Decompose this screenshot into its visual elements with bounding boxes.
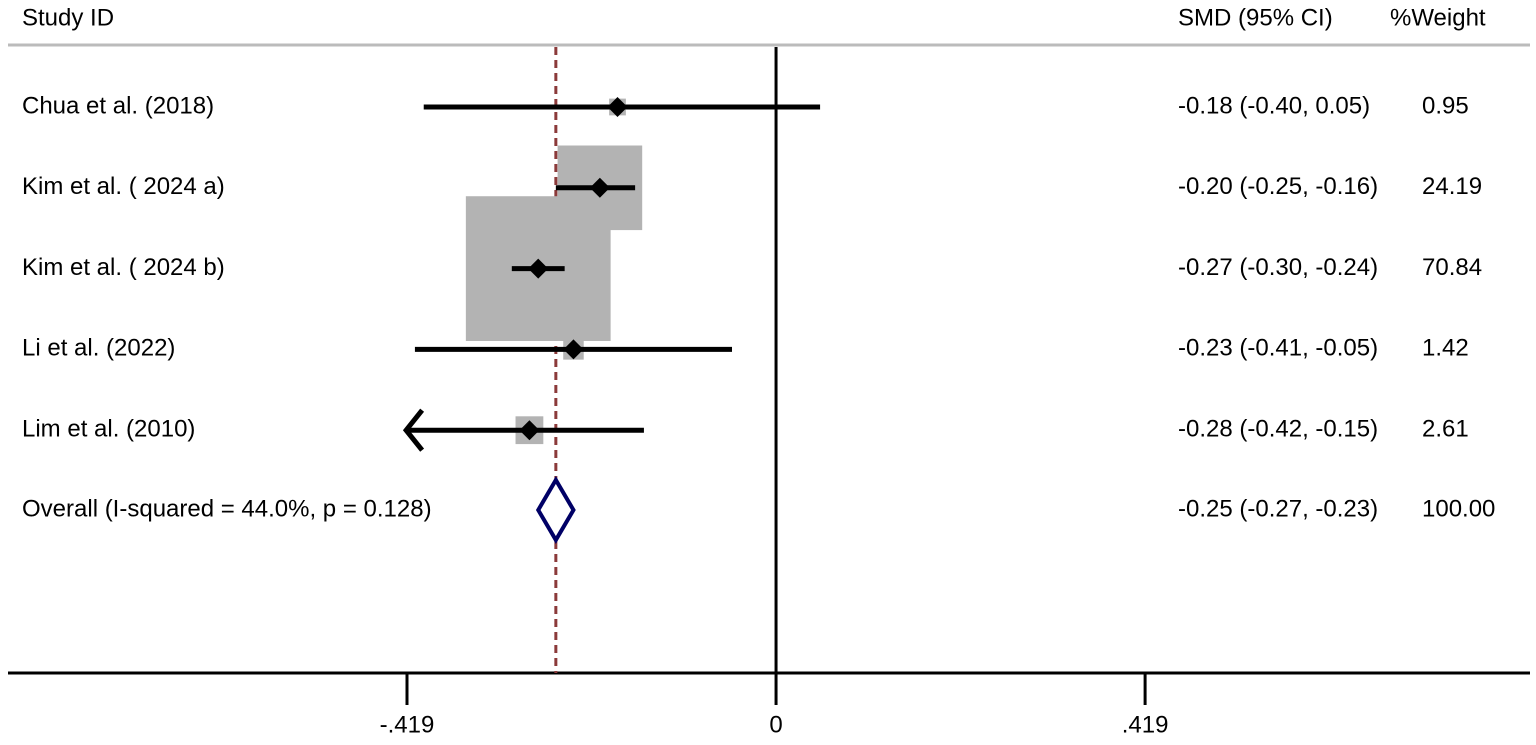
estimate-label: -0.28 (-0.42, -0.15) xyxy=(1178,416,1378,443)
overall-estimate-label: -0.25 (-0.27, -0.23) xyxy=(1178,495,1378,522)
point-estimate xyxy=(607,97,628,117)
overall-diamond xyxy=(535,476,576,544)
study-label: Chua et al. (2018) xyxy=(22,92,214,119)
ci-arrow xyxy=(402,408,425,452)
x-tick-label: 0 xyxy=(769,711,782,738)
estimate-label: -0.23 (-0.41, -0.05) xyxy=(1178,335,1378,362)
weight-label: 2.61 xyxy=(1422,416,1469,443)
x-tick-label: .419 xyxy=(1122,711,1169,738)
study-label: Lim et al. (2010) xyxy=(22,416,195,443)
weight-label: 0.95 xyxy=(1422,92,1469,119)
study-label: Kim et al. ( 2024 a) xyxy=(22,173,225,200)
study-label: Li et al. (2022) xyxy=(22,335,175,362)
weight-label: 70.84 xyxy=(1422,254,1482,281)
point-estimate xyxy=(519,420,540,441)
weight-header: %Weight xyxy=(1390,4,1486,31)
overall-label: Overall (I-squared = 44.0%, p = 0.128) xyxy=(22,495,432,522)
estimate-label: -0.18 (-0.40, 0.05) xyxy=(1178,92,1370,119)
estimate-header: SMD (95% CI) xyxy=(1178,4,1333,31)
weight-label: 1.42 xyxy=(1422,335,1469,362)
x-tick-label: -.419 xyxy=(380,711,435,738)
estimate-label: -0.27 (-0.30, -0.24) xyxy=(1178,254,1378,281)
estimate-label: -0.20 (-0.25, -0.16) xyxy=(1178,173,1378,200)
point-estimate xyxy=(528,258,549,279)
overall-weight-label: 100.00 xyxy=(1422,495,1495,522)
weight-label: 24.19 xyxy=(1422,173,1482,200)
study-label: Kim et al. ( 2024 b) xyxy=(22,254,225,281)
study-header: Study ID xyxy=(22,4,114,31)
point-estimate xyxy=(563,339,584,360)
point-estimate xyxy=(589,177,610,198)
